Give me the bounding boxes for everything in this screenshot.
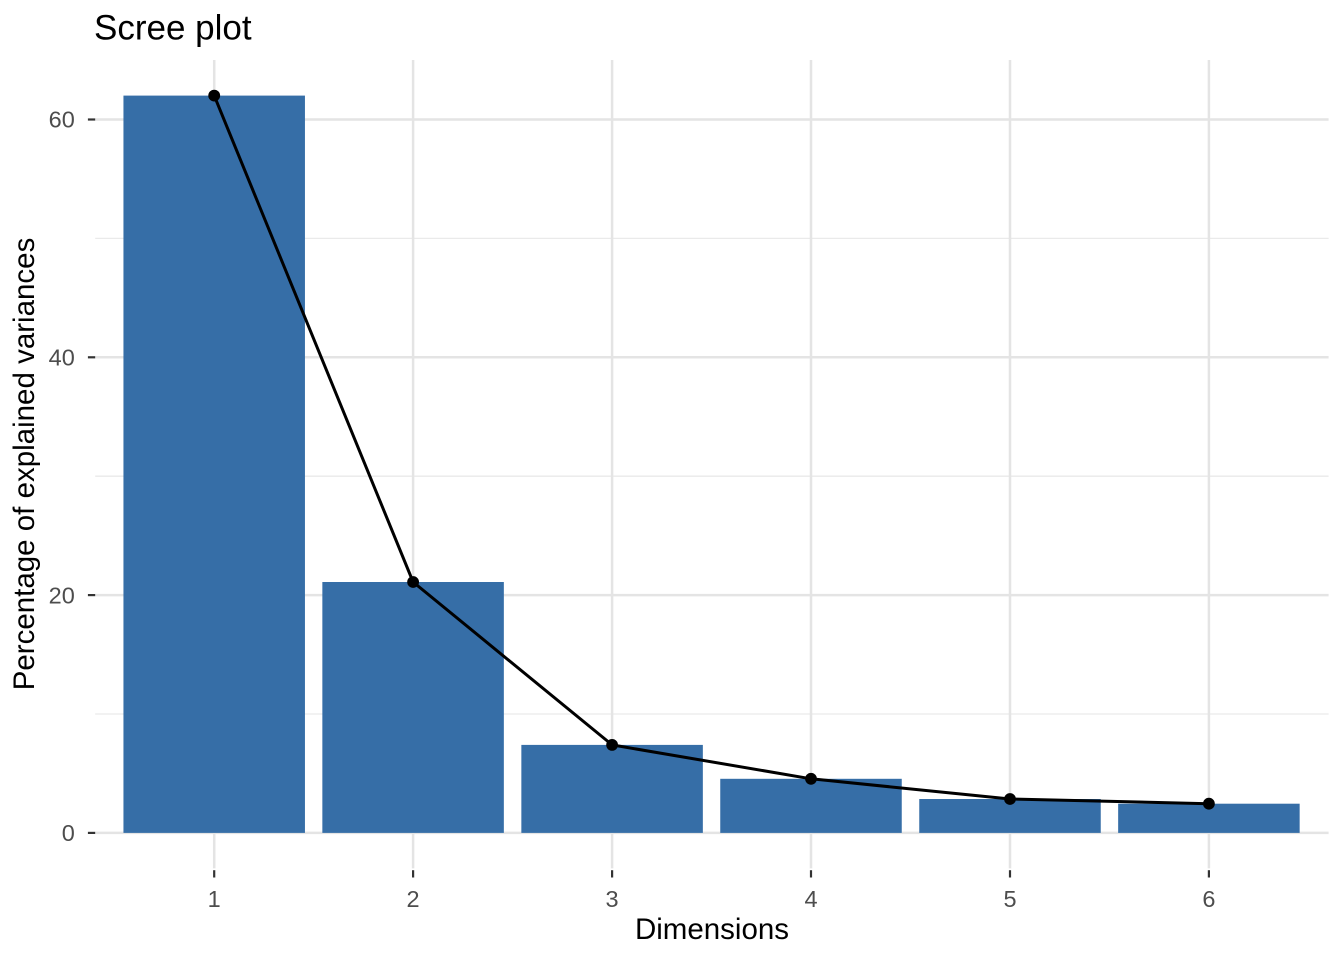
svg-text:20: 20 bbox=[49, 582, 75, 608]
svg-text:40: 40 bbox=[49, 345, 75, 371]
svg-text:1: 1 bbox=[208, 886, 221, 912]
svg-text:6: 6 bbox=[1202, 886, 1215, 912]
svg-text:5: 5 bbox=[1003, 886, 1016, 912]
svg-text:2: 2 bbox=[407, 886, 420, 912]
svg-text:Percentage of explained varian: Percentage of explained variances bbox=[8, 238, 41, 691]
svg-text:60: 60 bbox=[49, 107, 75, 133]
svg-text:3: 3 bbox=[606, 886, 619, 912]
svg-text:Scree plot: Scree plot bbox=[94, 8, 252, 47]
svg-text:0: 0 bbox=[62, 820, 75, 846]
svg-text:4: 4 bbox=[804, 886, 817, 912]
svg-text:Dimensions: Dimensions bbox=[635, 913, 789, 946]
